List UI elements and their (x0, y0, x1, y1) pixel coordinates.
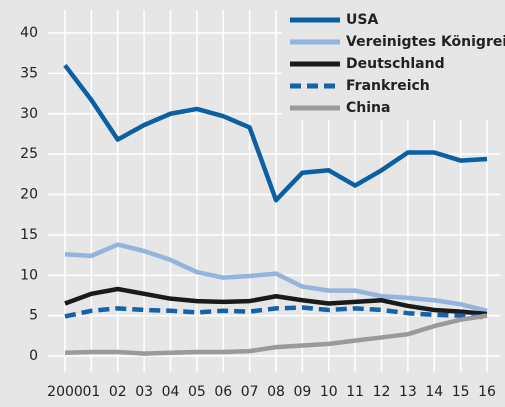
x-tick-label: 01 (82, 384, 100, 400)
x-tick-label: 15 (452, 384, 470, 400)
x-tick-label: 2000 (47, 384, 83, 400)
legend-label: China (346, 100, 390, 116)
legend-label: Vereinigtes Königreich (346, 34, 505, 50)
x-tick-label: 08 (267, 384, 285, 400)
line-series (64, 286, 488, 317)
legend-label: Frankreich (346, 78, 430, 94)
x-tick-label: 13 (399, 384, 417, 400)
x-tick-label: 02 (109, 384, 127, 400)
x-tick-label: 03 (135, 384, 153, 400)
legend-label: USA (346, 12, 378, 28)
y-tick-label: 5 (29, 308, 38, 324)
y-tick-label: 10 (20, 267, 38, 283)
y-tick-label: 20 (20, 187, 38, 203)
x-tick-label: 12 (373, 384, 391, 400)
y-tick-label: 15 (20, 227, 38, 243)
x-tick-label: 09 (293, 384, 311, 400)
line-series (63, 63, 488, 203)
x-tick-label: 11 (346, 384, 364, 400)
line-series (64, 242, 488, 313)
y-tick-label: 40 (20, 25, 38, 41)
x-tick-label: 06 (214, 384, 232, 400)
y-tick-label: 30 (20, 106, 38, 122)
y-tick-label: 0 (29, 348, 38, 364)
x-tick-label: 10 (320, 384, 338, 400)
x-tick-label: 16 (478, 384, 496, 400)
line-series (64, 313, 488, 356)
y-tick-label: 25 (20, 146, 38, 162)
x-tick-label: 04 (162, 384, 180, 400)
y-tick-label: 35 (20, 65, 38, 81)
x-tick-label: 14 (425, 384, 443, 400)
legend-label: Deutschland (346, 56, 445, 72)
x-tick-label: 05 (188, 384, 206, 400)
x-tick-label: 07 (241, 384, 259, 400)
line-series (64, 305, 488, 320)
